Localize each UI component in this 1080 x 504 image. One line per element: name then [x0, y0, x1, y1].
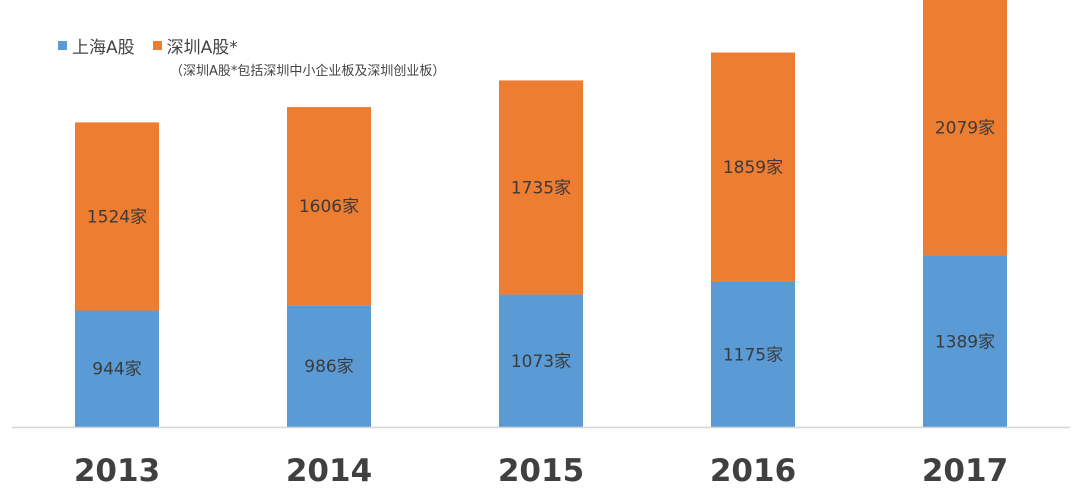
- bar-segment-shanghai-2014: [287, 305, 371, 427]
- x-tick-label-2017: 2017: [922, 453, 1008, 489]
- data-label-shenzhen-2013: 1524家: [87, 207, 147, 227]
- data-label-shenzhen-2014: 1606家: [299, 197, 359, 217]
- data-label-shenzhen-2015: 1735家: [511, 178, 571, 198]
- legend-swatch-shanghai: [58, 40, 67, 50]
- data-label-shanghai-2017: 1389家: [935, 332, 995, 352]
- bar-segment-shenzhen-2016: [711, 52, 795, 282]
- x-tick-label-2013: 2013: [74, 453, 160, 489]
- bar-segment-shenzhen-2017: [923, 0, 1007, 256]
- data-label-shanghai-2014: 986家: [304, 357, 353, 377]
- legend: 上海A股 深圳A股* （深圳A股*包括深圳中小企业板及深圳创业板）: [58, 34, 445, 79]
- x-tick-label-2016: 2016: [710, 453, 796, 489]
- bar-segment-shenzhen-2015: [499, 80, 583, 295]
- bar-segment-shanghai-2017: [923, 255, 1007, 427]
- legend-swatch-shenzhen: [152, 40, 162, 50]
- data-label-shanghai-2015: 1073家: [511, 352, 571, 372]
- data-label-shenzhen-2017: 2079家: [935, 118, 995, 138]
- legend-label-shenzhen: 深圳A股*: [166, 37, 238, 58]
- bar-segment-shanghai-2016: [711, 281, 795, 427]
- x-tick-label-2015: 2015: [498, 453, 584, 489]
- bar-segment-shanghai-2015: [499, 294, 583, 427]
- data-label-shenzhen-2016: 1859家: [723, 158, 783, 178]
- legend-row: 上海A股 深圳A股*: [58, 33, 445, 58]
- data-label-shanghai-2016: 1175家: [723, 345, 783, 365]
- legend-note: （深圳A股*包括深圳中小企业板及深圳创业板）: [170, 64, 446, 79]
- bar-segment-shenzhen-2013: [75, 122, 159, 311]
- x-tick-label-2014: 2014: [286, 453, 372, 489]
- legend-item-shanghai: 上海A股: [58, 33, 135, 58]
- legend-label-shanghai: 上海A股: [72, 37, 135, 58]
- bar-segment-shenzhen-2014: [287, 107, 371, 306]
- data-label-shanghai-2013: 944家: [92, 360, 141, 380]
- bar-segment-shanghai-2013: [75, 310, 159, 427]
- legend-item-shenzhen: 深圳A股*: [152, 33, 238, 58]
